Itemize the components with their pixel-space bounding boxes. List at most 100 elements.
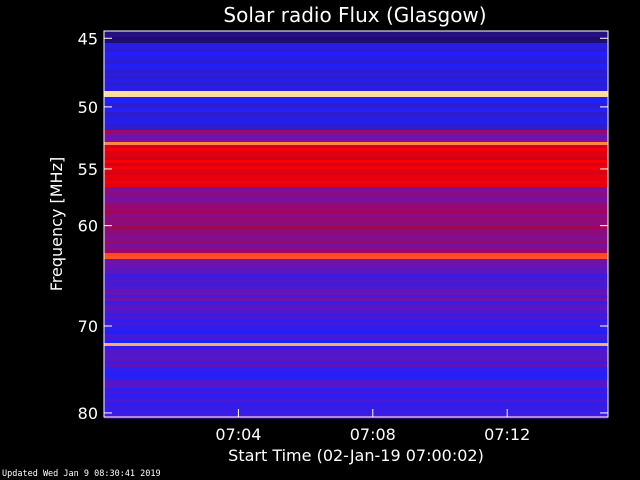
heatmap-row: [104, 280, 608, 284]
heatmap-row: [104, 82, 608, 86]
heatmap-row: [104, 256, 608, 260]
heatmap-row: [104, 205, 608, 209]
heatmap-row: [104, 361, 608, 365]
heatmap-row: [104, 64, 608, 68]
heatmap-row: [104, 187, 608, 191]
y-axis: 45 50 55 60 70 80: [78, 29, 608, 423]
heatmap-row: [104, 142, 608, 146]
heatmap-row: [104, 262, 608, 266]
heatmap-row: [104, 325, 608, 329]
heatmap-row: [104, 289, 608, 293]
heatmap-row: [104, 58, 608, 62]
heatmap-row: [104, 295, 608, 299]
heatmap-row: [104, 169, 608, 173]
heatmap-row: [104, 178, 608, 182]
y-tick-label: 80: [78, 404, 98, 423]
heatmap-row: [104, 97, 608, 101]
heatmap-row: [104, 397, 608, 401]
heatmap-row: [104, 412, 608, 416]
heatmap-row: [104, 403, 608, 407]
heatmap-row: [104, 67, 608, 71]
heatmap-row: [104, 370, 608, 374]
heatmap-row: [104, 337, 608, 341]
heatmap-row: [104, 346, 608, 350]
heatmap-row: [104, 220, 608, 224]
heatmap-row: [104, 133, 608, 137]
heatmap-row: [104, 136, 608, 140]
heatmap-row: [104, 298, 608, 302]
heatmap-row: [104, 223, 608, 227]
heatmap-row: [104, 268, 608, 272]
heatmap-row: [104, 199, 608, 203]
heatmap-row: [104, 139, 608, 143]
heatmap-row: [104, 349, 608, 353]
heatmap-row: [104, 406, 608, 410]
heatmap-row: [104, 394, 608, 398]
chart-title: Solar radio Flux (Glasgow): [223, 3, 486, 27]
heatmap-row: [104, 112, 608, 116]
heatmap-row: [104, 145, 608, 149]
heatmap-row: [104, 301, 608, 305]
heatmap-row: [104, 313, 608, 317]
heatmap-row: [104, 235, 608, 239]
heatmap-row: [104, 40, 608, 44]
heatmap-row: [104, 277, 608, 281]
y-tick-label: 50: [78, 98, 98, 117]
heatmap-row: [104, 265, 608, 269]
heatmap-row: [104, 211, 608, 215]
heatmap-row: [104, 286, 608, 290]
heatmap-row: [104, 103, 608, 107]
heatmap-row: [104, 331, 608, 335]
heatmap-row: [104, 379, 608, 383]
heatmap-row: [104, 121, 608, 125]
heatmap-row: [104, 106, 608, 110]
heatmap-row: [104, 310, 608, 314]
heatmap-row: [104, 229, 608, 233]
heatmap-row: [104, 202, 608, 206]
heatmap-row: [104, 184, 608, 188]
plot-frame: [103, 30, 609, 418]
heatmap-row: [104, 73, 608, 77]
heatmap-row: [104, 307, 608, 311]
heatmap-row: [104, 115, 608, 119]
heatmap-row: [104, 37, 608, 41]
y-tick-label: 45: [78, 29, 98, 48]
heatmap-row: [104, 271, 608, 275]
heatmap-row: [104, 253, 608, 257]
heatmap-row: [104, 376, 608, 380]
heatmap-row: [104, 151, 608, 155]
heatmap-row: [104, 391, 608, 395]
heatmap-row: [104, 148, 608, 152]
heatmap-row: [104, 388, 608, 392]
heatmap-row: [104, 79, 608, 83]
heatmap-row: [104, 247, 608, 251]
heatmap-row: [104, 316, 608, 320]
heatmap-row: [104, 400, 608, 404]
heatmap-row: [104, 94, 608, 98]
heatmap-row: [104, 364, 608, 368]
heatmap-row: [104, 34, 608, 38]
heatmap-row: [104, 193, 608, 197]
x-tick-label: 07:04: [215, 425, 261, 444]
heatmap-row: [104, 196, 608, 200]
heatmap-row: [104, 292, 608, 296]
heatmap-row: [104, 157, 608, 161]
heatmap-row: [104, 244, 608, 248]
heatmap-row: [104, 175, 608, 179]
heatmap-row: [104, 208, 608, 212]
heatmap-row: [104, 70, 608, 74]
heatmap-row: [104, 124, 608, 128]
heatmap-row: [104, 160, 608, 164]
heatmap-row: [104, 91, 608, 95]
heatmap-row: [104, 352, 608, 356]
heatmap-row: [104, 328, 608, 332]
y-tick-label: 55: [78, 160, 98, 179]
heatmap-row: [104, 172, 608, 176]
heatmap-row: [104, 127, 608, 131]
heatmap-row: [104, 241, 608, 245]
heatmap-row: [104, 409, 608, 413]
heatmap-row: [104, 43, 608, 47]
heatmap-row: [104, 163, 608, 167]
heatmap-row: [104, 181, 608, 185]
